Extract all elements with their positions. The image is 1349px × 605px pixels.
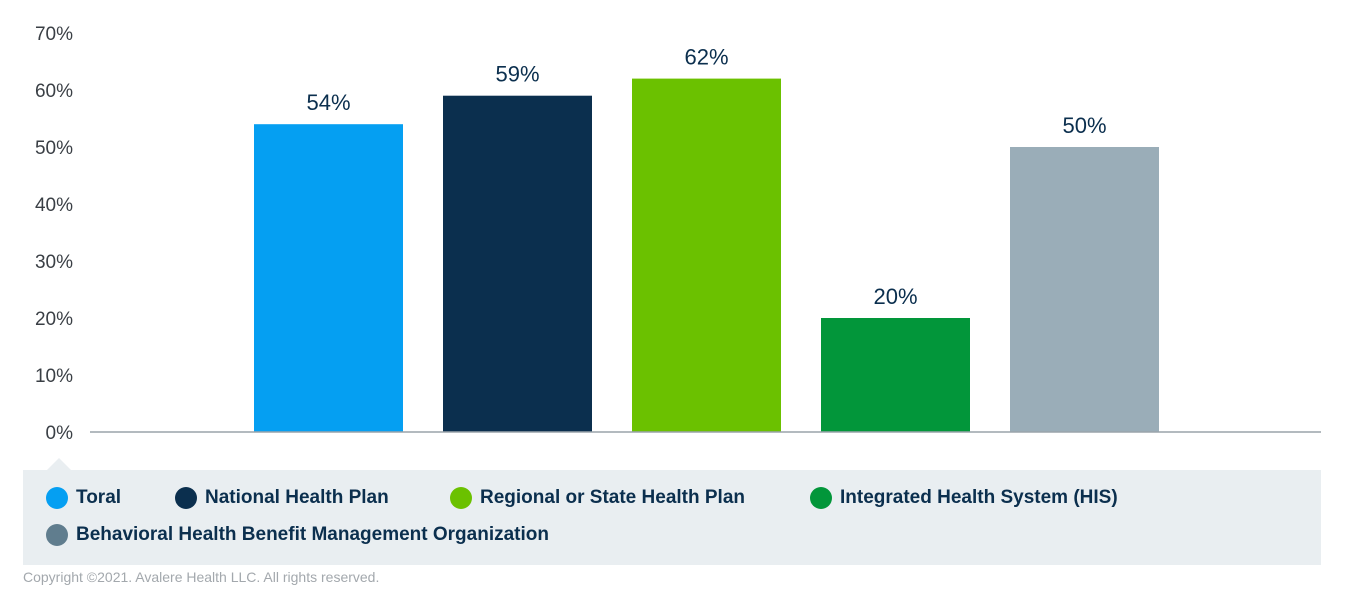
y-tick-label-10: 10% [35, 366, 73, 387]
bar-regional-or-state-health-plan [632, 78, 781, 432]
legend-item-behavioral-health: Behavioral Health Benefit Management Org… [46, 524, 549, 546]
data-label-behavioral-health-benefit-management-organization: 50% [1062, 113, 1106, 138]
y-tick-label-30: 30% [35, 252, 73, 273]
legend-swatch-toral [46, 487, 68, 509]
legend-pointer [47, 458, 71, 470]
legend-swatch-integrated-health-system [810, 487, 832, 509]
data-label-integrated-health-system-his: 20% [873, 284, 917, 309]
y-tick-label-40: 40% [35, 195, 73, 216]
legend-swatch-regional-state-health-plan [450, 487, 472, 509]
legend-label-integrated-health-system: Integrated Health System (HIS) [840, 487, 1118, 508]
bar-integrated-health-system-his [821, 318, 970, 432]
legend-swatch-behavioral-health [46, 524, 68, 546]
y-tick-label-0: 0% [46, 423, 74, 444]
legend-item-regional-state-health-plan: Regional or State Health Plan [450, 487, 745, 509]
legend-label-behavioral-health: Behavioral Health Benefit Management Org… [76, 524, 549, 545]
bar-toral [254, 124, 403, 432]
legend-label-regional-state-health-plan: Regional or State Health Plan [480, 487, 745, 508]
legend: Toral National Health Plan Regional or S… [23, 470, 1321, 565]
legend-label-national-health-plan: National Health Plan [205, 487, 389, 508]
bar-chart: 0% 10% 20% 30% 40% 50% 60% 70% 54% 59% 62% 20% 50% [35, 24, 1321, 444]
data-labels-group: 54% 59% 62% 20% 50% [306, 45, 1106, 309]
copyright-notice: Copyright ©2021. Avalere Health LLC. All… [23, 569, 380, 585]
bar-behavioral-health-benefit-management-organization [1010, 147, 1159, 432]
bar-national-health-plan [443, 95, 592, 432]
data-label-national-health-plan: 59% [495, 62, 539, 87]
y-tick-label-20: 20% [35, 309, 73, 330]
legend-item-integrated-health-system: Integrated Health System (HIS) [810, 487, 1118, 509]
legend-item-national-health-plan: National Health Plan [175, 487, 389, 509]
legend-label-toral: Toral [76, 487, 122, 508]
legend-swatch-national-health-plan [175, 487, 197, 509]
data-label-toral: 54% [306, 90, 350, 115]
legend-item-toral: Toral [46, 487, 121, 509]
y-tick-label-60: 60% [35, 81, 73, 102]
y-tick-label-50: 50% [35, 138, 73, 159]
y-tick-label-70: 70% [35, 24, 73, 45]
bars-group [254, 78, 1159, 432]
data-label-regional-or-state-health-plan: 62% [684, 45, 728, 70]
y-axis: 0% 10% 20% 30% 40% 50% 60% 70% [35, 24, 73, 444]
